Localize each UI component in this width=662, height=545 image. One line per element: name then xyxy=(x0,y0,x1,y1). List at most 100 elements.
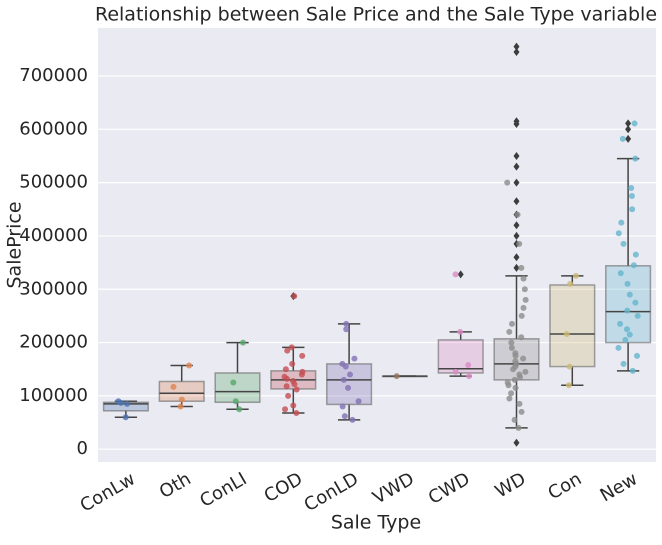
strip-point xyxy=(617,320,624,327)
strip-point xyxy=(340,376,347,383)
strip-point xyxy=(281,373,288,380)
strip-point xyxy=(508,344,515,351)
y-tick-label: 100000 xyxy=(19,385,88,406)
strip-point xyxy=(629,206,636,213)
strip-point xyxy=(345,384,352,391)
y-tick-label: 300000 xyxy=(19,278,88,299)
outlier xyxy=(513,117,520,126)
strip-point xyxy=(512,358,519,365)
strip-point xyxy=(512,350,519,357)
strip-point xyxy=(572,272,579,279)
y-axis-label: SalePrice xyxy=(4,201,26,288)
x-tick-label: ConLI xyxy=(196,468,250,511)
outlier xyxy=(513,42,520,51)
strip-point xyxy=(230,379,237,386)
strip-point xyxy=(466,373,473,380)
strip-point xyxy=(299,352,306,359)
box xyxy=(326,363,373,406)
outlier xyxy=(625,134,632,143)
strip-point xyxy=(514,211,521,218)
strip-point xyxy=(293,409,300,416)
strip-point xyxy=(515,424,522,431)
strip-point xyxy=(623,326,630,333)
outlier xyxy=(457,270,464,279)
strip-point xyxy=(511,376,518,383)
strip-point xyxy=(122,414,129,421)
strip-point xyxy=(629,367,636,374)
strip-point xyxy=(634,352,641,359)
strip-point xyxy=(626,291,633,298)
strip-point xyxy=(518,264,525,271)
strip-point xyxy=(632,299,639,306)
strip-point xyxy=(282,406,289,413)
box xyxy=(437,339,484,374)
x-tick-label: CWD xyxy=(425,468,474,508)
y-tick-label: 400000 xyxy=(19,225,88,246)
y-tick-label: 600000 xyxy=(19,118,88,139)
strip-point xyxy=(351,355,358,362)
strip-point xyxy=(628,184,635,191)
y-tick-label: 0 xyxy=(77,438,88,459)
strip-point xyxy=(626,331,633,338)
strip-point xyxy=(634,312,641,319)
strip-point xyxy=(355,398,362,405)
strip-point xyxy=(170,383,177,390)
strip-point xyxy=(124,400,131,407)
strip-point xyxy=(632,155,639,162)
strip-point xyxy=(518,312,525,319)
strip-point xyxy=(520,304,527,311)
strip-point xyxy=(290,402,297,409)
outlier xyxy=(625,125,632,134)
outlier xyxy=(513,253,520,262)
strip-point xyxy=(516,240,523,247)
strip-point xyxy=(518,408,525,415)
strip-point xyxy=(343,326,350,333)
strip-point xyxy=(565,382,572,389)
strip-point xyxy=(117,399,124,406)
strip-point xyxy=(452,271,459,278)
strip-point xyxy=(236,406,243,413)
strip-point xyxy=(620,240,627,247)
strip-point xyxy=(285,392,292,399)
x-tick-label: ConLD xyxy=(301,468,363,516)
strip-point xyxy=(628,192,635,199)
strip-point xyxy=(624,280,631,287)
outlier xyxy=(513,231,520,240)
strip-point xyxy=(516,371,523,378)
strip-point xyxy=(615,344,622,351)
y-tick-label: 500000 xyxy=(19,172,88,193)
x-tick-label: WD xyxy=(492,468,530,502)
strip-point xyxy=(520,275,527,282)
strip-point xyxy=(339,360,346,367)
outlier xyxy=(513,197,520,206)
strip-point xyxy=(622,336,629,343)
strip-point xyxy=(511,416,518,423)
strip-point xyxy=(299,368,306,375)
strip-point xyxy=(504,379,511,386)
strip-point xyxy=(289,360,296,367)
outlier xyxy=(513,162,520,171)
strip-point xyxy=(457,328,464,335)
strip-point xyxy=(186,362,193,369)
x-tick-label: Oth xyxy=(156,468,195,503)
y-tick-label: 700000 xyxy=(19,65,88,86)
strip-point xyxy=(516,400,523,407)
strip-point xyxy=(282,366,289,373)
strip-point xyxy=(452,368,459,375)
strip-point xyxy=(291,293,298,300)
strip-point xyxy=(508,390,515,397)
strip-point xyxy=(343,320,350,327)
strip-point xyxy=(522,296,529,303)
strip-point xyxy=(624,307,631,314)
strip-point xyxy=(341,413,348,420)
strip-point xyxy=(632,251,639,258)
x-tick-label: ConLw xyxy=(77,468,139,516)
outlier xyxy=(513,438,520,447)
strip-point xyxy=(393,373,400,380)
outlier xyxy=(513,47,520,56)
strip-point xyxy=(617,270,624,277)
box xyxy=(214,372,261,404)
strip-point xyxy=(618,219,625,226)
x-tick-label: Con xyxy=(544,468,585,504)
